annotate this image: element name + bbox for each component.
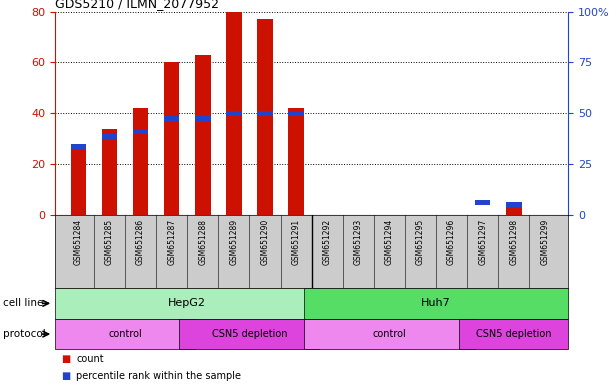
- Bar: [506, 205, 522, 215]
- Text: percentile rank within the sample: percentile rank within the sample: [76, 371, 241, 381]
- Text: control: control: [108, 329, 142, 339]
- Bar: [304, 288, 568, 319]
- Text: protocol: protocol: [3, 329, 46, 339]
- Text: GSM651293: GSM651293: [354, 219, 363, 265]
- Bar: [195, 116, 211, 121]
- Text: GDS5210 / ILMN_2077952: GDS5210 / ILMN_2077952: [55, 0, 219, 10]
- Text: GSM651284: GSM651284: [74, 219, 83, 265]
- Text: cell line: cell line: [3, 298, 43, 308]
- Bar: [475, 200, 491, 205]
- Bar: [226, 12, 241, 215]
- Bar: [180, 319, 320, 349]
- Bar: [506, 202, 522, 207]
- Bar: [55, 288, 320, 319]
- Text: count: count: [76, 354, 104, 364]
- Bar: [164, 62, 180, 215]
- Bar: [55, 319, 195, 349]
- Bar: [133, 129, 148, 134]
- Text: GSM651297: GSM651297: [478, 219, 487, 265]
- Text: CSN5 depletion: CSN5 depletion: [476, 329, 552, 339]
- Text: GSM651292: GSM651292: [323, 219, 332, 265]
- Bar: [257, 111, 273, 116]
- Bar: [101, 129, 117, 215]
- Text: ■: ■: [61, 371, 70, 381]
- Bar: [70, 144, 86, 149]
- Text: GSM651288: GSM651288: [198, 219, 207, 265]
- Text: GSM651294: GSM651294: [385, 219, 394, 265]
- Text: GSM651290: GSM651290: [260, 219, 269, 265]
- Bar: [257, 19, 273, 215]
- Text: ■: ■: [61, 354, 70, 364]
- Text: GSM651289: GSM651289: [229, 219, 238, 265]
- Text: GSM651291: GSM651291: [291, 219, 301, 265]
- Bar: [70, 146, 86, 215]
- Bar: [195, 55, 211, 215]
- Bar: [459, 319, 568, 349]
- Bar: [164, 116, 180, 121]
- Bar: [288, 111, 304, 116]
- Text: GSM651287: GSM651287: [167, 219, 176, 265]
- Text: Huh7: Huh7: [421, 298, 451, 308]
- Bar: [304, 319, 475, 349]
- Text: GSM651286: GSM651286: [136, 219, 145, 265]
- Bar: [226, 111, 241, 116]
- Bar: [101, 134, 117, 139]
- Bar: [288, 108, 304, 215]
- Bar: [133, 108, 148, 215]
- Text: CSN5 depletion: CSN5 depletion: [211, 329, 287, 339]
- Text: HepG2: HepG2: [168, 298, 206, 308]
- Text: GSM651285: GSM651285: [105, 219, 114, 265]
- Text: GSM651298: GSM651298: [510, 219, 518, 265]
- Text: GSM651296: GSM651296: [447, 219, 456, 265]
- Text: GSM651299: GSM651299: [540, 219, 549, 265]
- Text: GSM651295: GSM651295: [416, 219, 425, 265]
- Text: control: control: [373, 329, 406, 339]
